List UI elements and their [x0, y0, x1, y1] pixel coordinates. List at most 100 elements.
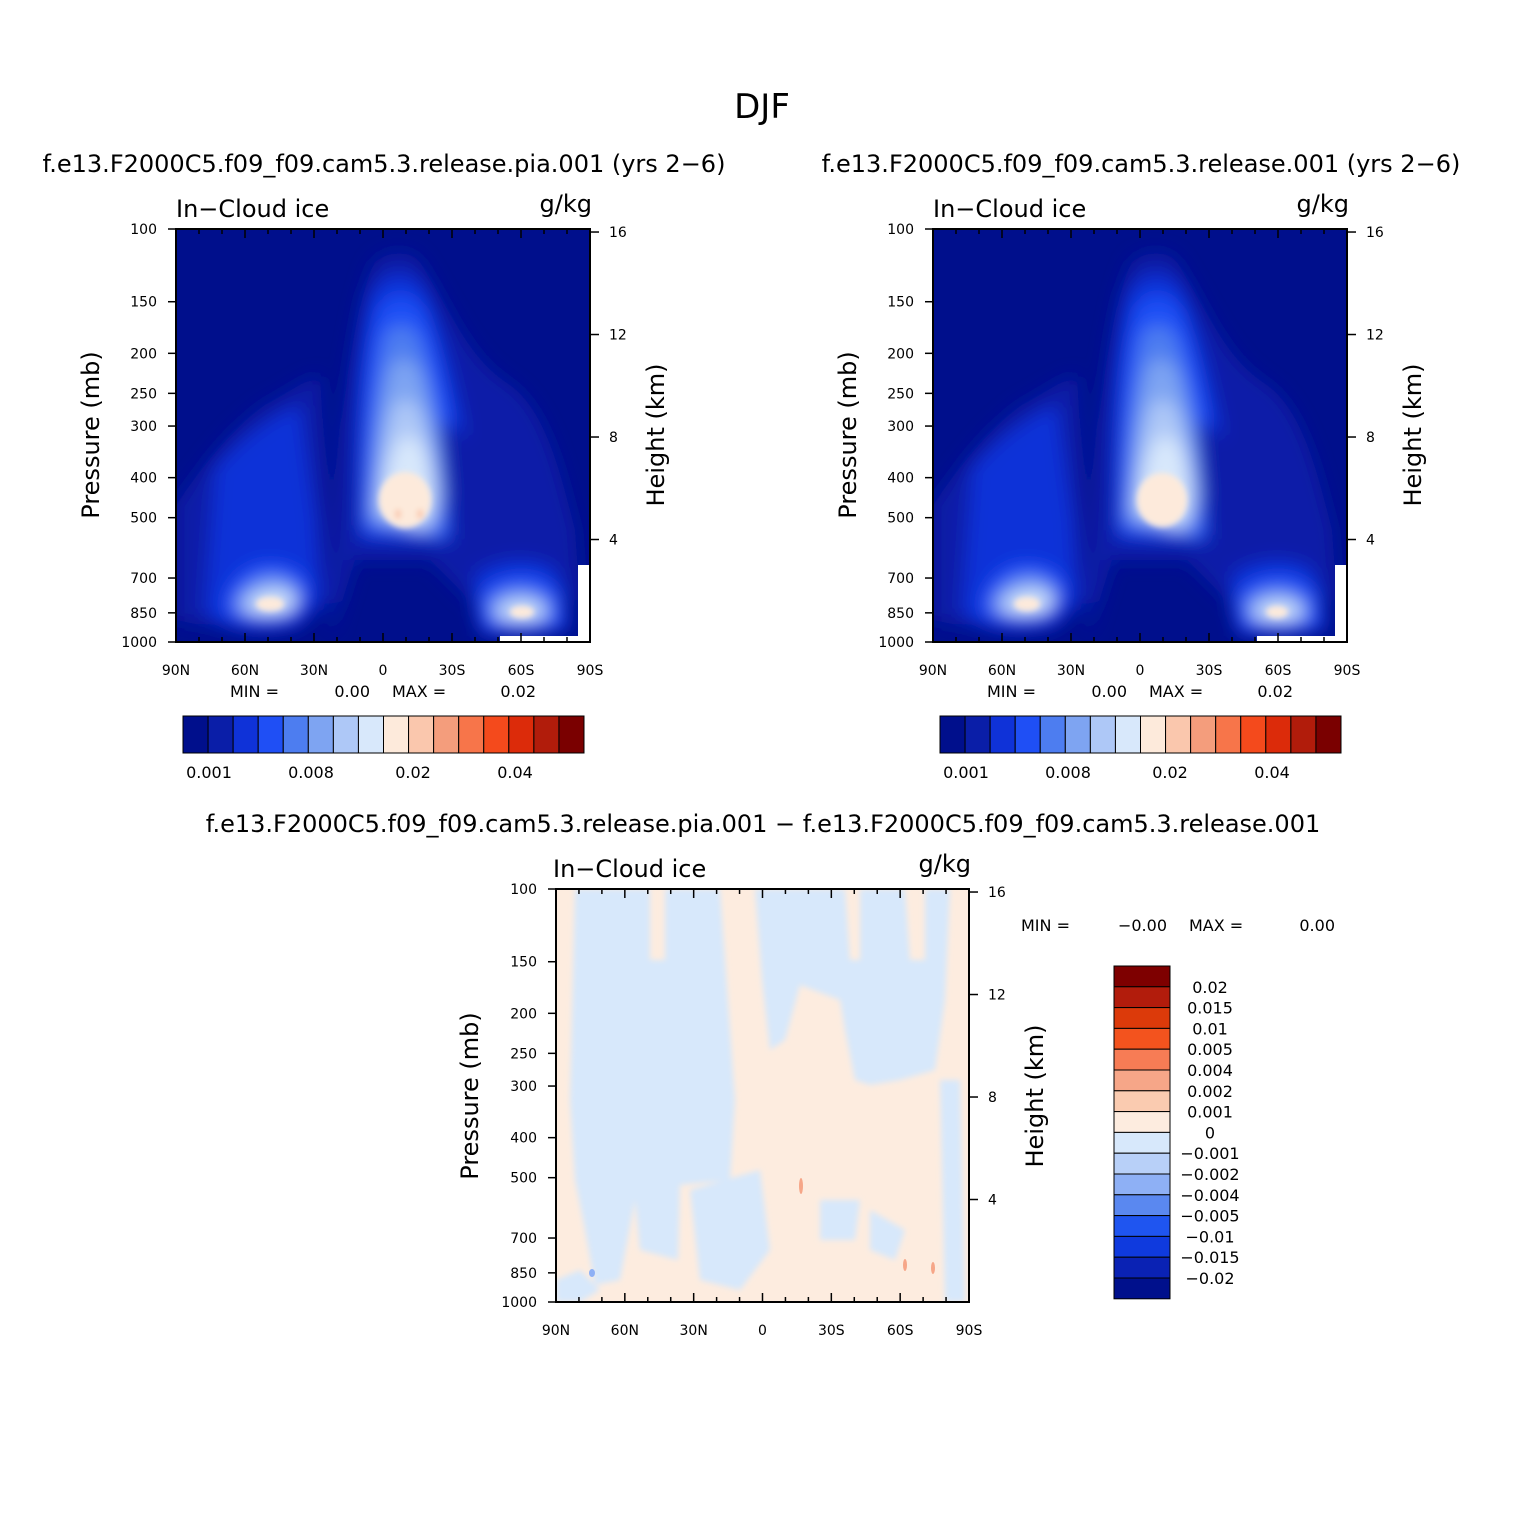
- y-tick-label: 700: [130, 571, 157, 587]
- colorbar-box: [1113, 1277, 1171, 1300]
- colorbar-box: [939, 715, 966, 754]
- contour-field: [933, 229, 1347, 642]
- colorbar-box: [1113, 1173, 1171, 1196]
- y-tick-label: 100: [510, 882, 537, 898]
- colorbar-box: [1113, 1069, 1171, 1092]
- right-axis: 16 12 8 4: [1347, 225, 1384, 549]
- colorbar-label: −0.02: [1185, 1269, 1234, 1288]
- colorbar-label: −0.004: [1180, 1186, 1239, 1205]
- x-tick-label: 0: [1136, 663, 1145, 679]
- x-tick-label: 90S: [577, 663, 604, 679]
- colorbar-box: [1315, 715, 1342, 754]
- field-label: In−Cloud ice: [176, 195, 329, 223]
- colorbar-box: [1113, 1194, 1171, 1217]
- units-label: g/kg: [540, 190, 592, 218]
- y-tick-label: 850: [887, 606, 914, 622]
- colorbar-label: 0.015: [1187, 999, 1233, 1018]
- max-value: 0.00: [1299, 916, 1335, 935]
- x-tick-label: 0: [379, 663, 388, 679]
- right-tick-label: 4: [988, 1193, 997, 1209]
- max-label: MAX =: [392, 682, 446, 701]
- right-tick-label: 8: [1366, 430, 1375, 446]
- colorbar-box: [383, 715, 410, 754]
- colorbar-box: [1165, 715, 1192, 754]
- colorbar-label: 0.001: [943, 763, 989, 782]
- y-tick-label: 1000: [121, 635, 157, 651]
- colorbar-label: 0.02: [395, 763, 431, 782]
- colorbar-box: [307, 715, 334, 754]
- y-tick-label: 250: [510, 1046, 537, 1062]
- max-value: 0.02: [500, 682, 536, 701]
- y-tick-label: 100: [887, 222, 914, 238]
- min-label: MIN =: [1021, 916, 1070, 935]
- colorbar-box: [1240, 715, 1267, 754]
- colorbar-label: 0.001: [186, 763, 232, 782]
- colorbar-box: [483, 715, 510, 754]
- colorbar-box: [1290, 715, 1317, 754]
- units-label: g/kg: [1297, 190, 1349, 218]
- season-title: DJF: [734, 87, 790, 127]
- x-tick-label: 60N: [231, 663, 259, 679]
- colorbar-box: [1113, 1152, 1171, 1175]
- right-tick-label: 16: [609, 225, 627, 241]
- y-tick-label: 150: [510, 955, 537, 971]
- y-tick-label: 500: [887, 511, 914, 527]
- panel-title: f.e13.F2000C5.f09_f09.cam5.3.release.pia…: [43, 150, 726, 178]
- x-tick-label: 90N: [542, 1323, 570, 1339]
- x-tick-label: 30N: [300, 663, 328, 679]
- colorbar-box: [1113, 965, 1171, 988]
- right-axis-label: Height (km): [642, 364, 670, 507]
- colorbar-box: [1064, 715, 1091, 754]
- y-tick-label: 250: [130, 386, 157, 402]
- x-tick-label: 30N: [680, 1323, 708, 1339]
- x-axis: 90N 60N 30N 0 30S 60S 90S: [542, 889, 982, 1339]
- y-tick-label: 850: [130, 606, 157, 622]
- x-tick-label: 30S: [818, 1323, 845, 1339]
- x-tick-label: 90N: [162, 663, 190, 679]
- colorbar-label: 0.002: [1187, 1082, 1233, 1101]
- y-tick-label: 1000: [878, 635, 914, 651]
- right-axis-label: Height (km): [1399, 364, 1427, 507]
- y-axis: 100 150 200 250 300 400 500 700 850 1000: [121, 222, 176, 651]
- colorbar-box: [1215, 715, 1242, 754]
- colorbar-box: [1113, 1111, 1171, 1133]
- colorbar-box: [1089, 715, 1116, 754]
- colorbar-box: [1140, 715, 1167, 754]
- colorbar-box: [1113, 1090, 1171, 1113]
- y-axis: 100 150 200 250 300 400 500 700 850 1000: [878, 222, 933, 651]
- right-tick-label: 16: [1366, 225, 1384, 241]
- colorbar-box: [282, 715, 309, 754]
- colorbar-box: [1113, 1048, 1171, 1071]
- y-tick-label: 400: [130, 471, 157, 487]
- right-tick-label: 12: [988, 988, 1006, 1004]
- y-tick-label: 150: [887, 295, 914, 311]
- y-tick-label: 300: [887, 419, 914, 435]
- y-tick-label: 700: [510, 1231, 537, 1247]
- colorbar-box: [1113, 1131, 1171, 1154]
- right-tick-label: 8: [609, 430, 618, 446]
- y-axis: 100 150 200 250 300 400 500 700 850 1000: [501, 882, 556, 1311]
- right-tick-label: 12: [609, 328, 627, 344]
- x-tick-label: 90N: [919, 663, 947, 679]
- y-tick-label: 150: [130, 295, 157, 311]
- panel-title: f.e13.F2000C5.f09_f09.cam5.3.release.001…: [822, 150, 1461, 178]
- y-tick-label: 400: [887, 471, 914, 487]
- colorbar-label: 0.04: [497, 763, 533, 782]
- x-tick-label: 60S: [1265, 663, 1292, 679]
- panel-control: f.e13.F2000C5.f09_f09.cam5.3.release.pia…: [43, 150, 726, 782]
- colorbar-label: 0.02: [1192, 978, 1228, 997]
- x-tick-label: 30S: [439, 663, 466, 679]
- colorbar-box: [533, 715, 560, 754]
- y-tick-label: 300: [510, 1079, 537, 1095]
- units-label: g/kg: [919, 850, 971, 878]
- right-tick-label: 16: [988, 885, 1006, 901]
- y-tick-label: 500: [130, 511, 157, 527]
- y-tick-label: 500: [510, 1171, 537, 1187]
- colorbar-label: −0.001: [1180, 1144, 1239, 1163]
- colorbar-label: 0.005: [1187, 1040, 1233, 1059]
- colorbar-box: [1113, 1215, 1171, 1237]
- right-tick-label: 12: [1366, 328, 1384, 344]
- right-axis: 16 12 8 4: [969, 885, 1006, 1209]
